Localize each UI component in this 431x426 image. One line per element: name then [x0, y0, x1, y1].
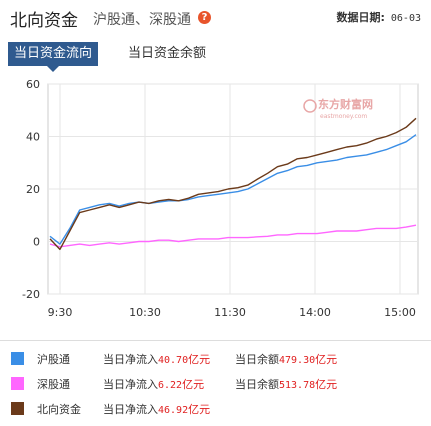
tab-daily-balance[interactable]: 当日资金余额: [128, 46, 207, 61]
flow-unit: 亿元: [188, 403, 211, 416]
page-subtitle: 沪股通、深股通: [93, 12, 191, 28]
y-tick-label: 0: [33, 236, 40, 249]
data-date: 数据日期: 06-03: [336, 9, 421, 25]
legend-balance: 当日余额513.78亿元: [235, 376, 337, 392]
legend-row-north: 北向资金 当日净流入46.92亿元: [0, 397, 431, 419]
x-tick-label: 9:30: [48, 306, 73, 319]
balance-unit: 亿元: [315, 378, 338, 391]
series-line-2: [49, 117, 417, 251]
legend-row-sgt: 深股通 当日净流入6.22亿元 当日余额513.78亿元: [0, 372, 431, 394]
question-icon[interactable]: ?: [198, 11, 211, 24]
legend-flow: 当日净流入46.92亿元: [103, 401, 210, 417]
legend: 沪股通 当日净流入40.70亿元 当日余额479.30亿元 深股通 当日净流入6…: [0, 340, 431, 426]
flow-value: 40.70: [158, 355, 189, 366]
x-tick-label: 10:30: [129, 306, 161, 319]
flow-unit: 亿元: [188, 353, 211, 366]
legend-flow: 当日净流入6.22亿元: [103, 376, 204, 392]
tab-bar: 当日资金流向 当日资金余额: [0, 40, 431, 72]
flow-value: 46.92: [158, 405, 189, 416]
series-line-0: [49, 134, 417, 245]
balance-label: 当日余额: [235, 378, 279, 391]
flow-label: 当日净流入: [103, 378, 158, 391]
y-tick-label: 60: [26, 78, 40, 91]
date-label: 数据日期:: [336, 11, 385, 24]
y-tick-label: 40: [26, 131, 40, 144]
legend-row-hgt: 沪股通 当日净流入40.70亿元 当日余额479.30亿元: [0, 347, 431, 369]
series-line-1: [49, 224, 417, 248]
legend-flow: 当日净流入40.70亿元: [103, 351, 210, 367]
y-tick-label: -20: [22, 288, 40, 301]
page-title: 北向资金: [10, 11, 78, 31]
legend-swatch-north: [11, 402, 24, 415]
flow-value: 6.22: [158, 380, 183, 391]
flow-unit: 亿元: [182, 378, 205, 391]
watermark-text: 东方财富网: [318, 97, 373, 111]
legend-swatch-sgt: [11, 377, 24, 390]
y-tick-label: 20: [26, 183, 40, 196]
tab-daily-flow[interactable]: 当日资金流向: [8, 42, 99, 72]
flow-label: 当日净流入: [103, 353, 158, 366]
legend-name: 深股通: [37, 378, 70, 391]
legend-balance: 当日余额479.30亿元: [235, 351, 337, 367]
watermark-subtext: eastmoney.com: [320, 113, 367, 120]
x-tick-label: 11:30: [214, 306, 246, 319]
legend-swatch-hgt: [11, 352, 24, 365]
balance-label: 当日余额: [235, 353, 279, 366]
legend-name: 北向资金: [37, 403, 81, 416]
balance-value: 513.78: [279, 380, 316, 391]
flow-label: 当日净流入: [103, 403, 158, 416]
balance-value: 479.30: [279, 355, 316, 366]
legend-name: 沪股通: [37, 353, 70, 366]
date-value: 06-03: [390, 13, 421, 24]
north-flow-chart: 东方财富网 eastmoney.com 60 40 20 0 -20 9:30 10:30 1…: [22, 78, 419, 319]
balance-unit: 亿元: [315, 353, 338, 366]
x-tick-label: 15:00: [384, 306, 416, 319]
watermark: 东方财富网 eastmoney.com: [303, 97, 373, 120]
page-header: 北向资金 沪股通、深股通 ? 数据日期: 06-03: [0, 0, 431, 38]
watermark-logo: [303, 99, 317, 113]
x-tick-label: 14:00: [299, 306, 331, 319]
